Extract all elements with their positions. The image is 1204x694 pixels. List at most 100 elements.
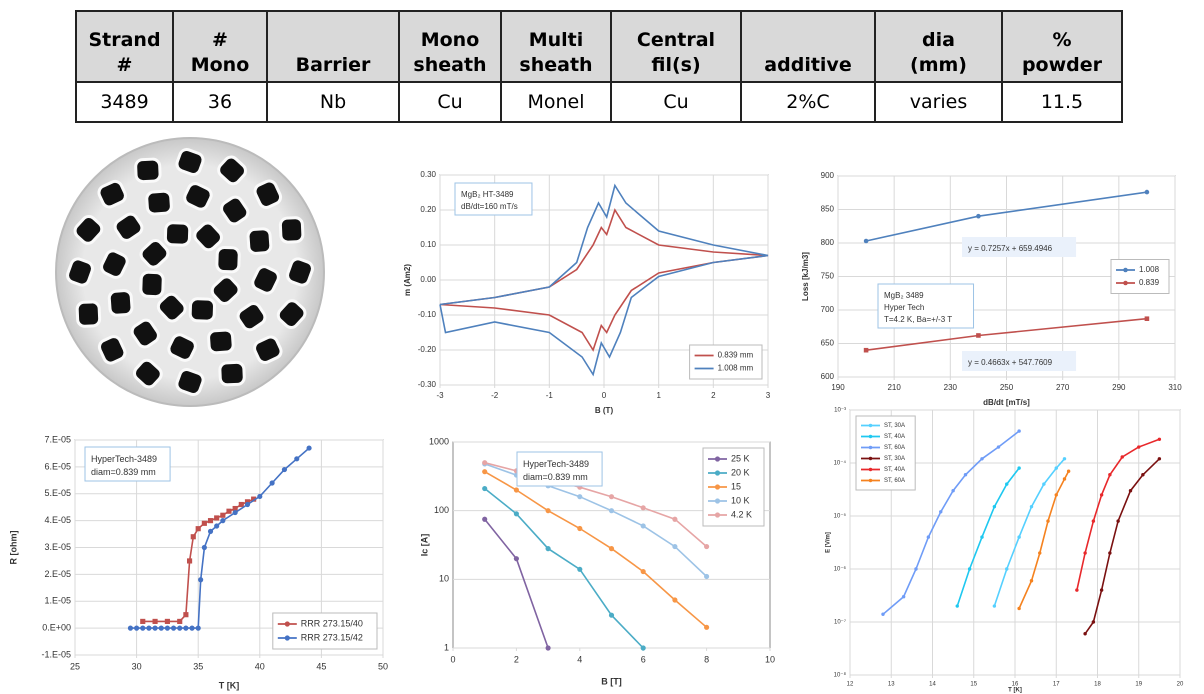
filament [97,179,127,209]
y-axis-label: Ic [A] [419,534,429,557]
marker [992,604,997,608]
x-axis-label: B (T) [595,406,614,415]
marker [1075,588,1079,592]
marker [545,546,551,552]
cell: Monel [500,81,612,123]
marker [1017,606,1021,611]
filament [253,335,283,365]
marker [1144,189,1150,195]
y-axis-label: Loss [kJ/m3] [801,252,810,301]
legend-marker [1123,280,1128,286]
marker [980,535,984,539]
filament [130,318,160,349]
legend-label: 1.008 [1139,265,1160,274]
y-axis-label: E [V/m] [826,532,832,553]
filament [217,155,247,186]
x-axis-label: T [K] [1008,688,1022,694]
marker [1144,316,1150,321]
marker [672,516,678,522]
y-tick-label: 0.E+00 [42,623,71,633]
marker [545,645,551,651]
legend-marker [714,456,721,462]
x-tick-label: 25 [70,661,80,671]
marker [207,518,214,524]
marker [294,456,300,462]
marker [281,466,288,473]
annotation: HyperTech-3489 [91,454,157,464]
header-row: Strand # # Mono Barrier Mono sheath Multi sh… [75,10,1123,83]
header-cell: Mono sheath [398,10,502,83]
x-tick-label: 2 [711,391,716,400]
legend-label: RRR 273.15/42 [301,632,363,642]
marker [140,618,146,624]
marker [704,573,710,580]
header-text: sheath [519,54,593,76]
x-tick-label: 230 [944,383,958,392]
annotation-box [962,351,1077,371]
y-tick-label: 1 [444,642,449,652]
marker [1099,588,1104,592]
legend-label: ST, 30A [884,456,905,462]
marker [640,505,646,511]
filament [97,335,127,365]
marker [306,445,312,451]
x-axis-label: T [K] [219,680,240,690]
header-text: % [1052,29,1072,51]
marker [1062,457,1067,461]
header-text: Strand [88,29,161,51]
marker [198,577,204,583]
legend-marker [284,635,290,641]
series-line [956,467,1020,607]
strand-disk [55,137,325,407]
legend-marker [1123,267,1128,273]
x-tick-label: 50 [378,661,388,671]
marker [220,512,226,518]
marker [1005,567,1009,571]
header-text: Barrier [295,54,371,76]
annotation: diam=0.839 mm [523,472,588,482]
x-tick-label: 16 [1012,682,1019,688]
series-line [484,487,644,649]
x-tick-label: 0 [602,391,607,400]
filament [236,302,267,332]
marker [1017,535,1021,539]
legend-label: 15 [731,481,741,491]
marker [955,604,959,608]
marker [177,625,183,631]
marker [1157,457,1162,461]
marker [220,518,226,524]
y-tick-label: -0.20 [418,345,437,354]
cell: varies [874,81,1003,123]
marker [226,508,232,514]
x-tick-label: 1 [656,391,661,400]
y-tick-label: 750 [821,272,835,281]
marker [976,213,981,219]
x-axis-label: B [T] [601,676,622,686]
marker [1017,429,1021,433]
marker [127,625,134,631]
annotation-box [516,451,603,487]
header-cell: dia (mm) [874,10,1003,83]
strand-table: Strand # # Mono Barrier Mono sheath Multi sh… [75,10,1123,123]
filament [134,157,162,184]
y-tick-label: 0.10 [420,240,436,249]
marker [1108,551,1112,555]
x-tick-label: 12 [847,682,854,688]
marker [244,499,251,505]
legend-box [1110,259,1170,294]
legend-marker [714,470,721,476]
filament [73,215,104,245]
y-tick-label: 5.E-05 [44,488,71,498]
cell: 3489 [75,81,174,123]
x-tick-label: 19 [1135,682,1142,688]
y-tick-label: 850 [821,205,835,214]
x-tick-label: 250 [1000,383,1014,392]
marker [672,543,678,550]
marker [164,625,170,631]
marker [195,526,201,532]
header-cell: Central fil(s) [610,10,742,83]
marker [1099,493,1104,497]
header-text: Central [636,29,716,51]
header-text: Mono [190,54,250,76]
